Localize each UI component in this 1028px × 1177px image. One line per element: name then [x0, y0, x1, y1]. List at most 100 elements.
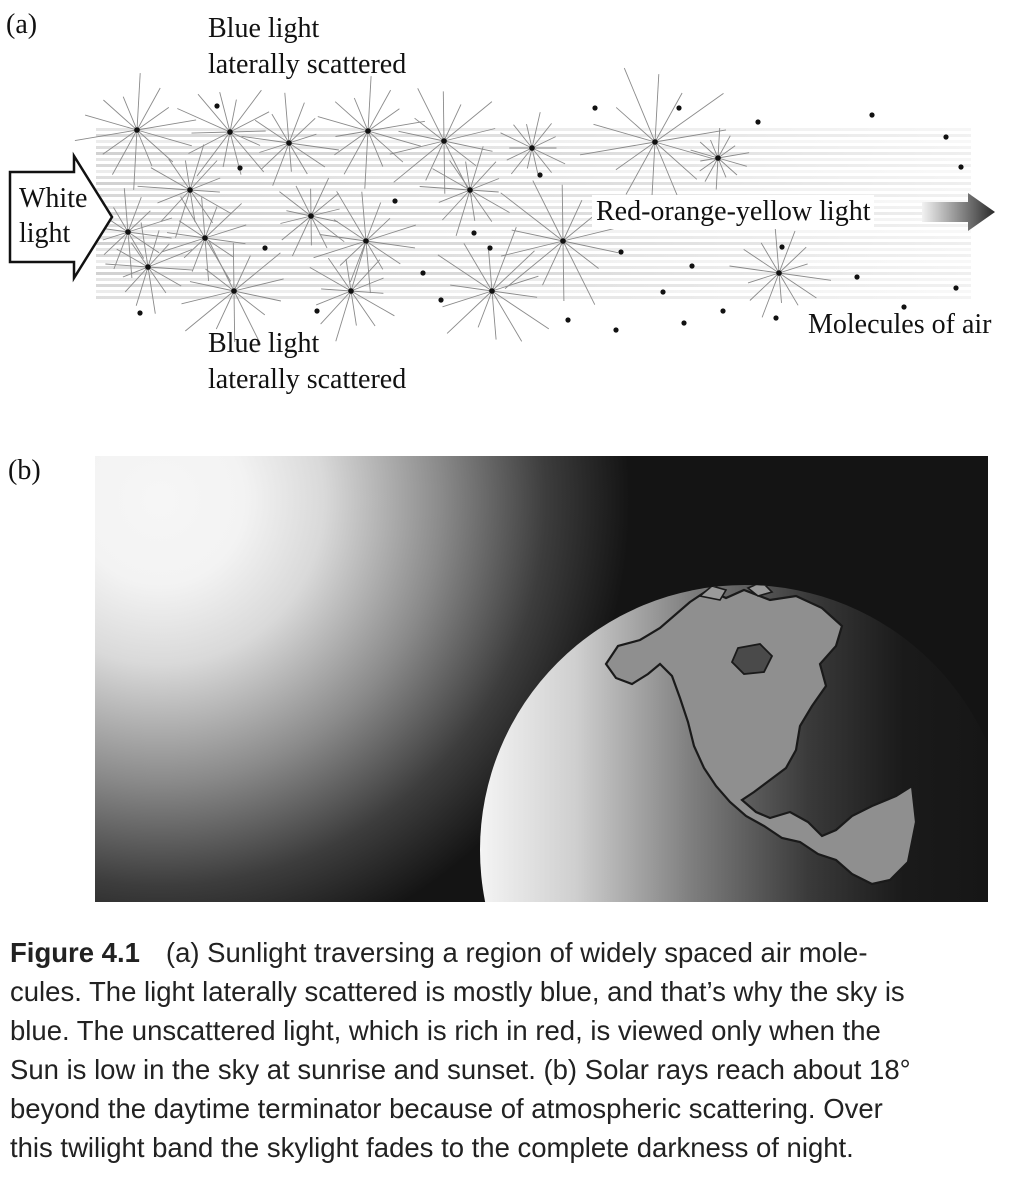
scatter-ray — [113, 231, 129, 270]
scatter-ray — [191, 237, 206, 272]
scatter-ray — [288, 102, 305, 144]
beam-stripe — [96, 176, 971, 179]
scatter-star — [690, 127, 750, 190]
scatter-ray — [160, 189, 191, 222]
scattering-stars — [74, 67, 832, 345]
scatter-ray — [233, 290, 266, 316]
scatter-ray — [310, 208, 340, 217]
scatter-ray — [715, 157, 719, 190]
scatter-ray — [333, 219, 367, 242]
scatter-ray — [135, 266, 149, 306]
scatter-ray — [215, 290, 235, 330]
scatter-ray — [561, 184, 564, 242]
scatter-ray — [123, 188, 129, 233]
scatter-ray — [367, 108, 400, 132]
scatter-ray — [778, 272, 799, 306]
scatter-ray — [131, 242, 149, 268]
air-molecule — [438, 297, 444, 303]
scatter-ray — [491, 227, 517, 292]
scatter-ray — [147, 266, 156, 314]
scatter-ray — [717, 135, 731, 159]
scatter-ray — [350, 290, 395, 317]
scatter-ray — [317, 116, 369, 132]
beam-stripe — [96, 128, 971, 131]
scatter-ray — [140, 222, 149, 268]
scatter-ray — [749, 272, 780, 301]
scatter-ray — [654, 129, 727, 143]
scatter-star — [105, 222, 193, 314]
air-molecule — [773, 315, 779, 321]
light-label: light — [19, 218, 71, 249]
scatter-star — [500, 112, 566, 175]
scatter-ray — [136, 107, 170, 131]
caption-text-1: (a) Sunlight traversing a region of wide… — [165, 937, 868, 968]
scatter-ray — [189, 189, 196, 223]
scatter-ray — [103, 99, 138, 131]
scatter-ray — [334, 130, 369, 156]
air-molecule — [471, 230, 477, 236]
figure-number: Figure 4.1 — [10, 937, 140, 968]
air-molecule — [689, 263, 695, 269]
scatter-ray — [350, 290, 357, 326]
air-molecule — [592, 105, 598, 111]
star-center — [187, 187, 193, 193]
scatter-ray — [310, 215, 338, 223]
scatter-ray — [526, 123, 533, 149]
star-center — [652, 139, 658, 145]
scatter-ray — [778, 246, 807, 274]
beam-stripe — [96, 260, 971, 263]
air-molecule — [237, 165, 243, 171]
scatter-ray — [127, 231, 160, 254]
star-center — [125, 229, 131, 235]
scatter-ray — [281, 215, 312, 241]
air-molecule — [613, 327, 619, 333]
scatter-ray — [469, 189, 493, 222]
caption-line-3: blue. The unscattered light, which is ri… — [10, 1015, 881, 1046]
figure-caption: Figure 4.1 (a) Sunlight traversing a regi… — [10, 933, 1020, 1167]
scatter-ray — [365, 240, 401, 265]
scatter-ray — [500, 240, 564, 257]
red-orange-yellow-label: Red-orange-yellow light — [592, 195, 875, 229]
scattering-diagram — [8, 67, 995, 345]
white-label: White — [19, 183, 88, 214]
scatter-ray — [189, 189, 214, 224]
scatter-ray — [233, 278, 284, 292]
scatter-ray — [761, 272, 780, 318]
scatter-ray — [313, 240, 367, 259]
scatter-ray — [183, 237, 206, 259]
scatter-star — [419, 146, 510, 237]
scatter-ray — [593, 123, 656, 143]
air-molecule — [676, 105, 682, 111]
scatter-ray — [491, 275, 539, 292]
beam-stripe — [96, 272, 971, 275]
scatter-ray — [189, 144, 205, 191]
scatter-ray — [147, 230, 160, 268]
scatter-ray — [320, 290, 352, 325]
star-center — [134, 127, 140, 133]
beam-stripe — [96, 134, 971, 137]
scatter-ray — [526, 147, 533, 169]
scatter-ray — [463, 243, 493, 292]
scatter-ray — [778, 272, 817, 299]
air-molecule — [953, 285, 959, 291]
scatter-ray — [191, 131, 231, 134]
scatter-ray — [562, 200, 583, 242]
beam-stripe — [96, 218, 971, 221]
scatter-ray — [189, 281, 235, 292]
scatter-ray — [699, 141, 719, 159]
scatter-ray — [531, 123, 552, 149]
scatter-ray — [74, 129, 138, 142]
scatter-ray — [774, 220, 780, 274]
scatter-ray — [229, 89, 262, 133]
caption-line-6: this twilight band the skylight fades to… — [10, 1132, 854, 1163]
air-molecule — [854, 274, 860, 280]
scatter-star — [177, 89, 270, 177]
beam-stripe — [96, 236, 971, 239]
caption-line-4: Sun is low in the sky at sunrise and sun… — [10, 1054, 911, 1085]
air-molecule — [392, 198, 398, 204]
scatter-ray — [419, 186, 471, 191]
beam-stripe — [96, 284, 971, 287]
scatter-star — [317, 76, 425, 189]
scatter-ray — [717, 157, 738, 176]
scatter-ray — [717, 152, 750, 159]
